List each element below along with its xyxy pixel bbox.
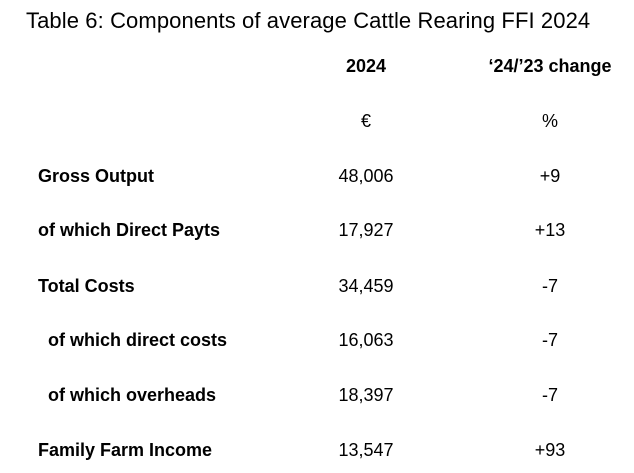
column-header-change: ‘24/’23 change <box>488 56 612 76</box>
row-change-direct-payts: +13 <box>534 220 566 240</box>
row-value-overheads: 18,397 <box>338 385 394 405</box>
row-change-overheads: -7 <box>541 385 558 405</box>
row-value-direct-payts: 17,927 <box>338 220 394 240</box>
row-label-overheads: of which overheads <box>48 385 217 405</box>
row-value-gross-output: 48,006 <box>338 166 394 186</box>
unit-euro: € <box>360 111 371 131</box>
row-label-family-farm-income: Family Farm Income <box>38 440 213 460</box>
row-change-family-farm-income: +93 <box>534 440 566 460</box>
row-change-direct-costs: -7 <box>541 330 558 350</box>
row-change-gross-output: +9 <box>539 166 561 186</box>
row-value-direct-costs: 16,063 <box>338 330 394 350</box>
row-label-direct-payts: of which Direct Payts <box>38 220 221 240</box>
row-value-total-costs: 34,459 <box>338 276 394 296</box>
row-value-family-farm-income: 13,547 <box>338 440 394 460</box>
row-label-total-costs: Total Costs <box>38 276 135 296</box>
row-label-direct-costs: of which direct costs <box>48 330 228 350</box>
row-label-gross-output: Gross Output <box>38 166 154 186</box>
row-change-total-costs: -7 <box>541 276 558 296</box>
unit-percent: % <box>541 111 558 131</box>
column-header-2024: 2024 <box>345 56 387 76</box>
table-title: Table 6: Components of average Cattle Re… <box>26 8 591 33</box>
